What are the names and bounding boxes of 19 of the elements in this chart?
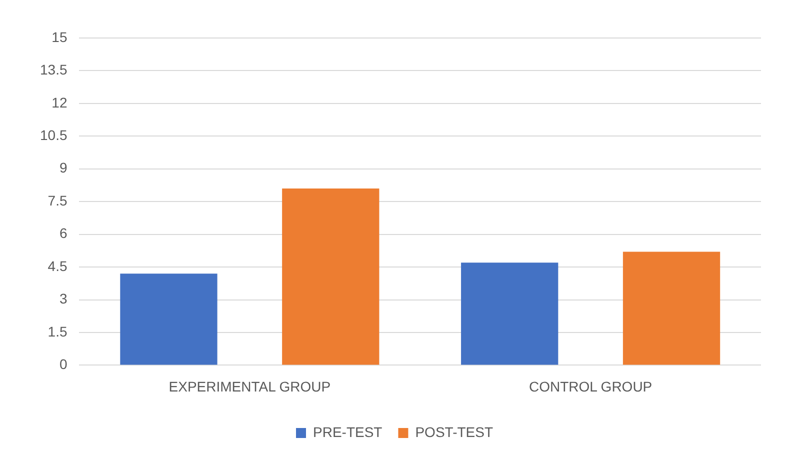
y-tick-label: 10.5 — [40, 127, 68, 144]
y-tick-label: 13.5 — [40, 62, 68, 78]
bar — [622, 252, 720, 365]
legend-label: PRE-TEST — [312, 424, 383, 440]
y-tick-label: 12 — [52, 94, 68, 110]
y-tick-label: 9 — [59, 160, 68, 176]
bar — [282, 188, 380, 365]
y-tick-label: 15 — [52, 28, 68, 45]
bar — [120, 274, 218, 365]
y-tick-label: 3 — [59, 290, 68, 307]
y-tick-label: 0 — [59, 356, 68, 372]
x-tick-label: CONTROL GROUP — [528, 378, 652, 394]
y-tick-label: 1.5 — [48, 323, 68, 340]
x-tick-label: EXPERIMENTAL GROUP — [168, 378, 331, 394]
y-tick-label: 4.5 — [48, 258, 68, 274]
y-tick-label: 7.5 — [48, 192, 68, 208]
y-tick-label: 6 — [59, 225, 68, 242]
legend-label: POST-TEST — [415, 424, 494, 440]
bar — [461, 262, 558, 365]
